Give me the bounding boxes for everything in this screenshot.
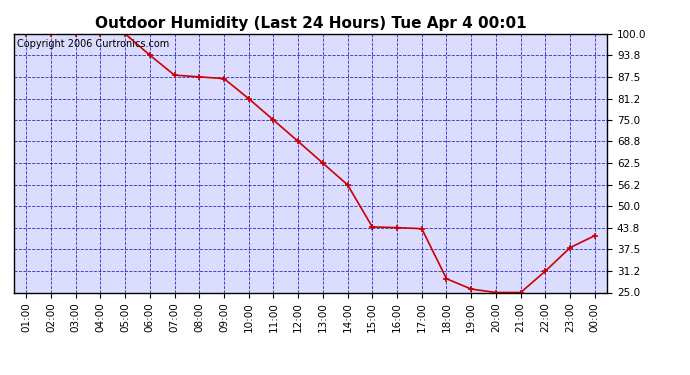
Text: Copyright 2006 Curtronics.com: Copyright 2006 Curtronics.com xyxy=(17,39,169,49)
Title: Outdoor Humidity (Last 24 Hours) Tue Apr 4 00:01: Outdoor Humidity (Last 24 Hours) Tue Apr… xyxy=(95,16,526,31)
